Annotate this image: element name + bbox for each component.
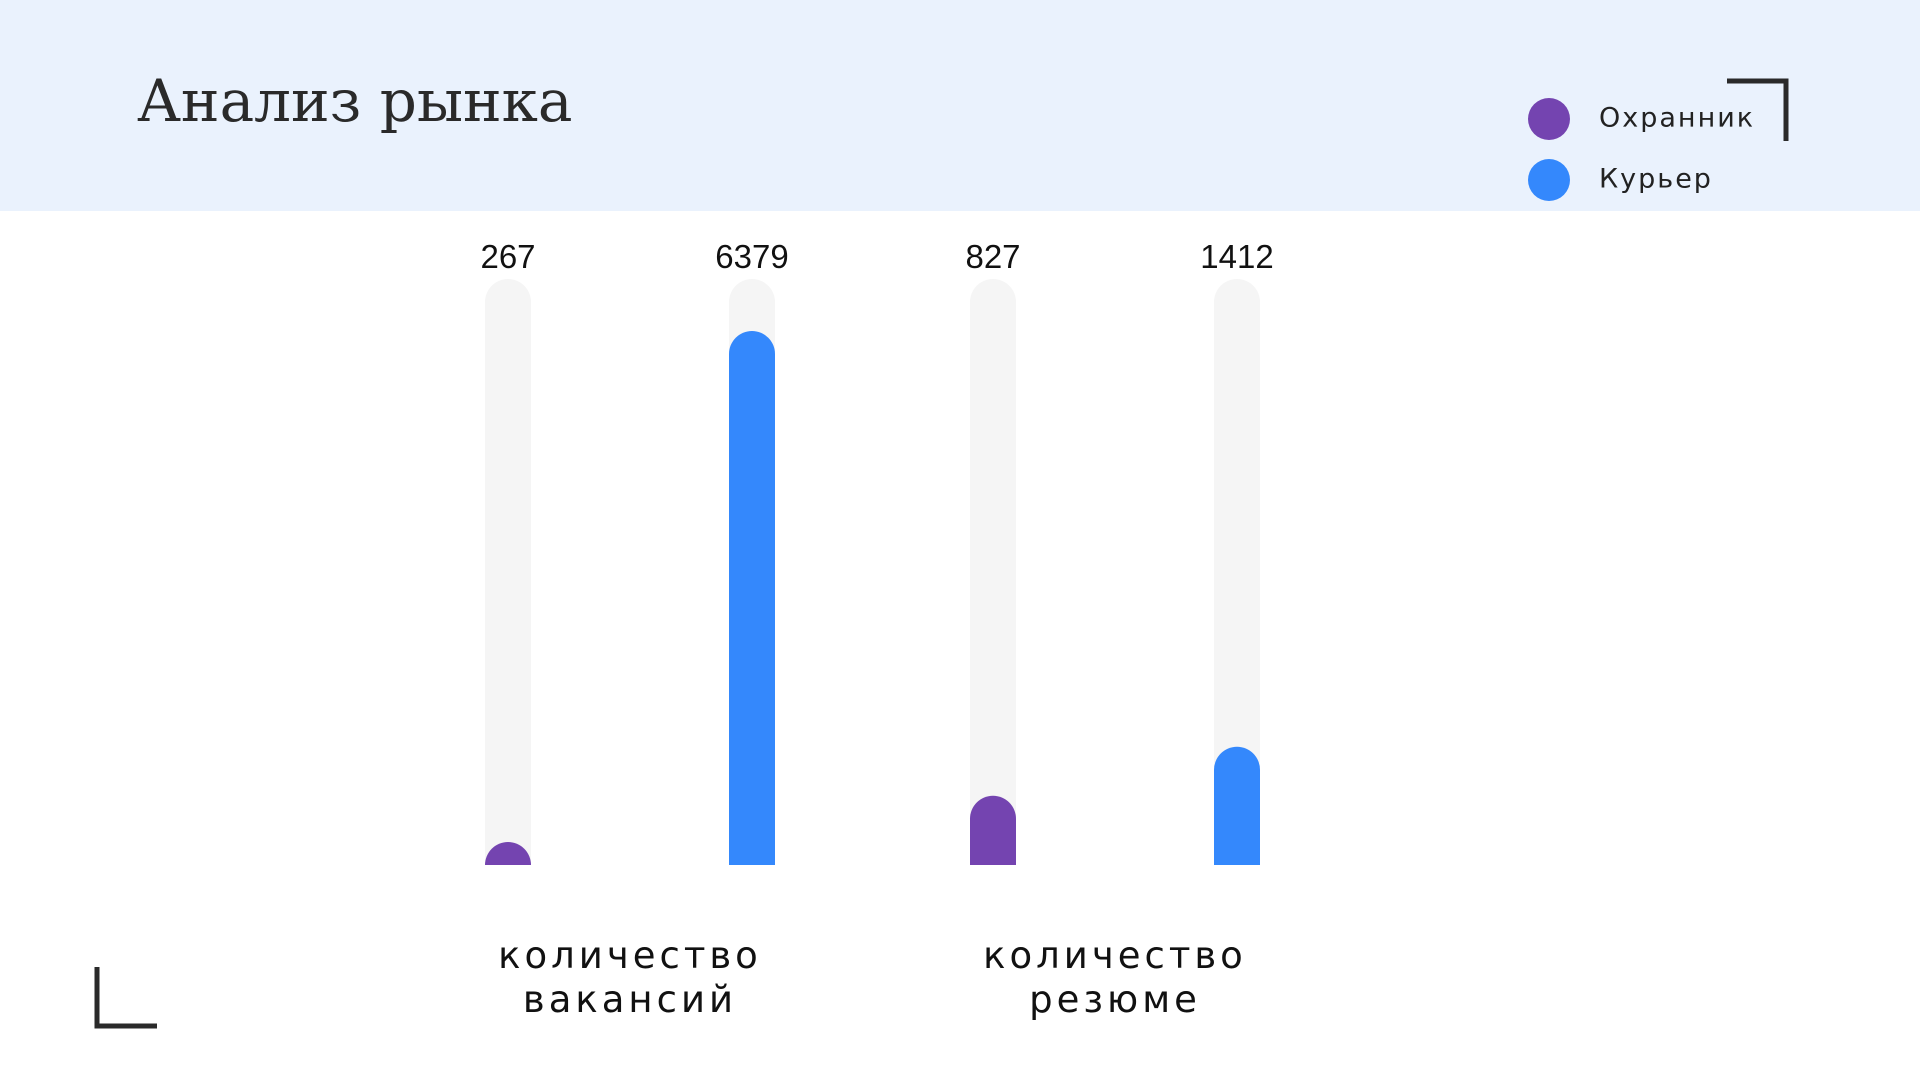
bar-track <box>1214 279 1260 865</box>
legend-swatch <box>1528 98 1570 140</box>
header-band <box>0 0 1920 211</box>
corner-mark <box>1727 78 1789 141</box>
legend-swatch <box>1528 159 1570 201</box>
bar <box>485 842 531 865</box>
corner-mark <box>94 967 157 1029</box>
x-tick-label: количество резюме <box>983 934 1247 1021</box>
value-label: 6379 <box>715 238 788 275</box>
x-tick-label: количество вакансий <box>498 934 762 1021</box>
bar-track <box>970 279 1016 865</box>
value-label: 267 <box>480 238 535 275</box>
value-label: 1412 <box>1200 238 1273 275</box>
chart-title: Анализ рынка <box>137 67 573 135</box>
legend-label: Курьер <box>1599 164 1713 195</box>
legend-label: Охранник <box>1599 103 1755 134</box>
value-label: 827 <box>965 238 1020 275</box>
bar <box>970 795 1016 865</box>
bar <box>729 330 775 865</box>
bar-track <box>485 279 531 865</box>
bar <box>1214 746 1260 865</box>
